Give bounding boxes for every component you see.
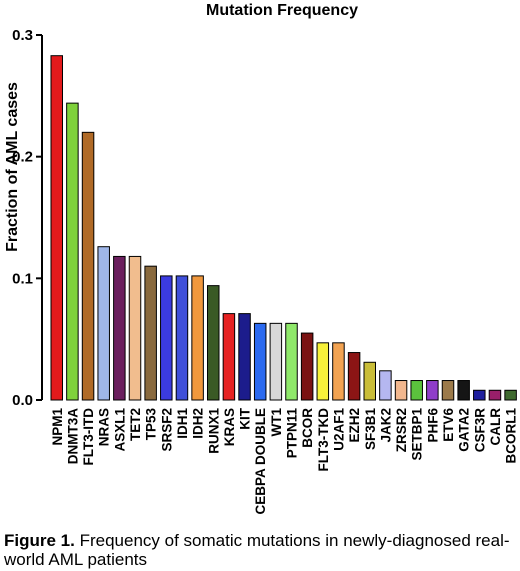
bar-cebpa-double bbox=[253, 322, 267, 401]
x-tick-label: NPM1 bbox=[50, 408, 65, 446]
bar-jak2 bbox=[379, 370, 392, 401]
bars bbox=[50, 55, 517, 401]
y-axis: 0.0 0.1 0.2 0.3 bbox=[12, 27, 43, 409]
bar-flt3-itd bbox=[81, 131, 95, 401]
x-tick-label: CSF3R bbox=[472, 408, 487, 453]
bar-tet2 bbox=[128, 255, 142, 401]
bar-gata2 bbox=[457, 380, 470, 401]
bar-ptpn11 bbox=[285, 322, 298, 401]
figure-caption: Figure 1. Frequency of somatic mutations… bbox=[4, 531, 516, 569]
bar-dnmt3a bbox=[66, 102, 79, 401]
x-tick-label: KIT bbox=[238, 407, 253, 430]
x-tick-label: TET2 bbox=[128, 408, 143, 441]
x-tick-label: U2AF1 bbox=[331, 408, 346, 451]
x-tick-label: WT1 bbox=[269, 408, 284, 437]
bar-u2af1 bbox=[332, 342, 345, 401]
x-tick-label: PTPN11 bbox=[285, 408, 300, 459]
x-tick-label: BCOR bbox=[300, 408, 315, 448]
bar-wt1 bbox=[269, 322, 283, 401]
x-tick-label: IDH2 bbox=[191, 408, 206, 439]
bar-bcor bbox=[300, 332, 314, 401]
x-tick-label: GATA2 bbox=[457, 408, 472, 452]
x-tick-label: TP53 bbox=[144, 408, 159, 441]
x-tick-label: ETV6 bbox=[441, 408, 456, 442]
x-tick-label: EZH2 bbox=[347, 408, 362, 443]
x-tick-label: NRAS bbox=[97, 408, 112, 446]
bar-csf3r bbox=[473, 389, 486, 401]
x-tick-label: FLT3-TKD bbox=[316, 408, 331, 472]
y-tick-label: 0.1 bbox=[12, 270, 33, 287]
bar-etv6 bbox=[441, 380, 455, 401]
x-tick-label: SF3B1 bbox=[363, 408, 378, 451]
caption-label: Figure 1. bbox=[4, 531, 75, 550]
bar-sf3b1 bbox=[363, 361, 376, 401]
y-tick-label: 0.2 bbox=[12, 149, 33, 166]
x-axis-tick-labels: NPM1 DNMT3A FLT3-ITD NRAS ASXL1 TET2 TP53 SRSF2… bbox=[50, 407, 519, 514]
bar-npm1 bbox=[50, 55, 63, 401]
bar-ezh2 bbox=[347, 352, 361, 401]
bar-flt3-tkd bbox=[316, 342, 330, 401]
y-tick-label: 0.3 bbox=[12, 27, 33, 44]
x-tick-label: ASXL1 bbox=[112, 408, 127, 452]
caption-text: Frequency of somatic mutations in newly-… bbox=[4, 531, 510, 569]
x-tick-label: RUNX1 bbox=[206, 408, 221, 454]
x-tick-label: CEBPA DOUBLE bbox=[253, 408, 268, 515]
x-tick-label: PHF6 bbox=[425, 408, 440, 443]
bar-zrsr2 bbox=[394, 380, 408, 401]
bar-nras bbox=[97, 246, 110, 401]
x-tick-label: ZRSR2 bbox=[394, 408, 409, 452]
x-tick-label: SRSF2 bbox=[159, 408, 174, 452]
bar-idh1 bbox=[175, 275, 189, 401]
chart-title: Mutation Frequency bbox=[206, 2, 358, 19]
x-tick-label: FLT3-ITD bbox=[81, 408, 96, 466]
bar-idh2 bbox=[191, 275, 204, 401]
x-tick-label: IDH1 bbox=[175, 408, 190, 439]
y-axis-label: Fraction of AML cases bbox=[4, 82, 21, 252]
x-tick-label: DNMT3A bbox=[65, 408, 80, 464]
x-tick-label: BCORL1 bbox=[504, 408, 519, 464]
bar-calr bbox=[488, 389, 502, 401]
bar-setbp1 bbox=[410, 380, 423, 401]
bar-kras bbox=[222, 313, 236, 401]
bar-phf6 bbox=[426, 380, 439, 401]
x-tick-label: JAK2 bbox=[378, 408, 393, 443]
bar-tp53 bbox=[144, 265, 157, 401]
bar-asxl1 bbox=[113, 255, 126, 401]
x-tick-label: CALR bbox=[488, 408, 503, 446]
bar-runx1 bbox=[207, 285, 220, 401]
x-tick-label: KRAS bbox=[222, 408, 237, 446]
bar-chart: Mutation Frequency Fraction of AML cases… bbox=[4, 2, 519, 515]
bar-bcorl1 bbox=[504, 389, 517, 401]
y-tick-label: 0.0 bbox=[12, 392, 33, 409]
bar-srsf2 bbox=[160, 275, 173, 401]
bar-kit bbox=[238, 313, 251, 401]
x-tick-label: SETBP1 bbox=[410, 408, 425, 461]
